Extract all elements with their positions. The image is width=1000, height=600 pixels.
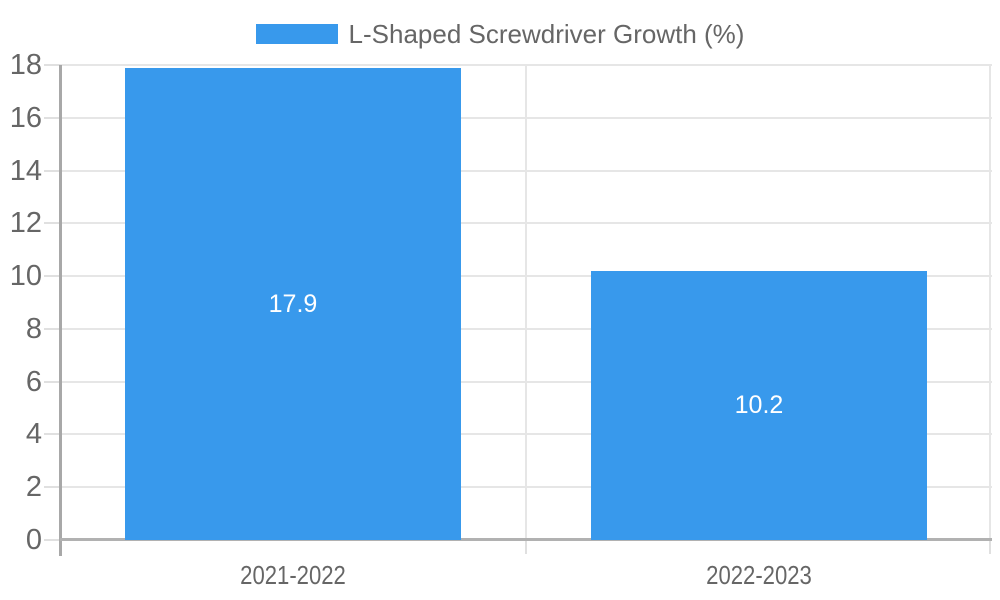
bar-value-label: 17.9 [268,290,318,318]
y-axis-label: 6 [25,365,42,398]
x-axis-label: 2022-2023 [706,560,812,590]
y-axis-label: 8 [25,312,42,345]
y-axis-label: 10 [9,260,42,293]
legend-swatch-icon [255,24,338,44]
y-tick-2 [44,486,60,489]
bar-value-label: 10.2 [734,391,784,419]
gridline-x-2 [989,65,991,540]
y-tick-14 [44,169,60,172]
y-axis-label: 18 [9,49,42,81]
y-tick-18 [44,64,60,66]
y-axis-label: 2 [25,471,42,504]
y-tick-8 [44,327,60,330]
y-tick-0 [44,539,60,541]
x-tick-2 [989,540,991,554]
bar-2022-2023 [591,270,927,540]
y-axis-label: 14 [9,154,42,187]
y-axis-label: 4 [25,418,42,451]
y-tick-4 [44,433,60,436]
x-tick-1 [525,540,527,554]
chart-legend: L-Shaped Screwdriver Growth (%) [0,18,1000,49]
y-tick-16 [44,116,60,119]
y-axis-line [59,65,62,556]
legend-label: L-Shaped Screwdriver Growth (%) [348,18,745,49]
bar-2021-2022 [125,67,461,540]
y-axis-label: 12 [9,207,42,240]
y-tick-12 [44,222,60,225]
y-tick-10 [44,275,60,278]
x-axis-line [60,538,992,541]
y-tick-6 [44,380,60,383]
gridline-x-1 [525,65,527,540]
y-axis-label: 0 [25,524,42,556]
y-axis-label: 16 [9,101,42,134]
x-axis-label: 2021-2022 [240,560,346,590]
plot-area: 0 2 4 6 8 10 12 14 16 18 17.9 2021-2022 10.2 2022-202… [10,50,992,590]
